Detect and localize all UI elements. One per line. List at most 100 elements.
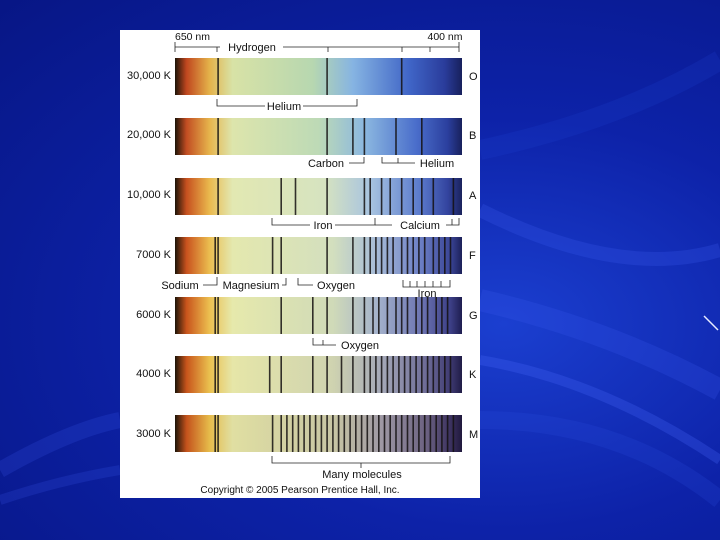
temperature-label: 30,000 K: [127, 70, 172, 82]
temperature-label: 6000 K: [136, 309, 172, 321]
absorption-line: [303, 415, 305, 452]
absorption-line: [412, 415, 414, 452]
spectrum-strip: [175, 356, 462, 393]
absorption-line: [214, 415, 216, 452]
spectrum-row-A: 10,000 K A: [127, 178, 477, 215]
annotation-many-molecules: Many molecules: [322, 469, 402, 481]
spectral-class-label: K: [469, 369, 477, 381]
absorption-line: [312, 356, 314, 393]
absorption-line: [217, 58, 219, 95]
absorption-lines: [214, 415, 455, 452]
absorption-line: [403, 356, 406, 393]
absorption-line: [217, 356, 219, 393]
absorption-lines: [217, 58, 403, 95]
absorption-line: [392, 356, 394, 393]
spectra-diagram: 650 nm Hydrogen 400 nm 30,000 K O 20,000…: [127, 31, 478, 496]
label-hydrogen: Hydrogen: [228, 42, 276, 54]
spectral-class-label: O: [469, 71, 478, 83]
absorption-line: [435, 415, 437, 452]
absorption-line: [415, 297, 417, 334]
spectral-class-label: A: [469, 190, 477, 202]
absorption-line: [337, 415, 340, 452]
absorption-line: [383, 415, 386, 452]
absorption-line: [326, 297, 328, 334]
absorption-line: [352, 237, 354, 274]
absorption-line: [395, 297, 397, 334]
absorption-line: [380, 356, 383, 393]
absorption-line: [418, 415, 420, 452]
annotation-helium-b: Helium: [420, 158, 454, 170]
absorption-line: [349, 415, 351, 452]
absorption-line: [352, 118, 354, 155]
absorption-line: [366, 415, 369, 452]
annotation-iron-a: Iron: [314, 220, 333, 232]
absorption-line: [217, 297, 219, 334]
absorption-line: [438, 356, 440, 393]
absorption-line: [294, 178, 297, 215]
absorption-line: [271, 415, 274, 452]
absorption-line: [352, 297, 354, 334]
absorption-line: [400, 415, 403, 452]
absorption-line: [372, 297, 374, 334]
absorption-line: [326, 415, 328, 452]
spectrum-row-B: 20,000 K B: [127, 118, 476, 155]
absorption-line: [326, 118, 328, 155]
absorption-line: [421, 297, 423, 334]
copyright-notice: Copyright © 2005 Pearson Prentice Hall, …: [200, 485, 399, 496]
spectrum-row-G: 6000 K G: [136, 297, 478, 334]
absorption-line: [217, 118, 219, 155]
absorption-line: [446, 415, 449, 452]
absorption-line: [400, 237, 403, 274]
absorption-line: [398, 356, 400, 393]
absorption-line: [326, 237, 328, 274]
absorption-line: [446, 297, 449, 334]
absorption-line: [268, 356, 271, 393]
absorption-line: [426, 356, 429, 393]
temperature-label: 4000 K: [136, 368, 172, 380]
temperature-label: 10,000 K: [127, 189, 172, 201]
stellar-spectra-figure: 650 nm Hydrogen 400 nm 30,000 K O 20,000…: [120, 30, 480, 498]
label-400nm: 400 nm: [427, 31, 462, 43]
spectral-class-label: B: [469, 130, 476, 142]
annotation-carbon: Carbon: [308, 158, 344, 170]
absorption-lines: [217, 118, 423, 155]
absorption-line: [406, 297, 409, 334]
absorption-line: [326, 178, 328, 215]
absorption-line: [280, 237, 282, 274]
absorption-line: [438, 237, 440, 274]
absorption-line: [389, 415, 391, 452]
absorption-line: [332, 415, 334, 452]
absorption-line: [435, 297, 437, 334]
absorption-line: [326, 356, 328, 393]
absorption-line: [378, 415, 380, 452]
label-650nm: 650 nm: [175, 31, 210, 43]
absorption-line: [363, 118, 366, 155]
absorption-line: [363, 237, 366, 274]
annotation-oxygen-g: Oxygen: [341, 340, 379, 352]
absorption-line: [286, 415, 288, 452]
absorption-line: [363, 297, 366, 334]
absorption-line: [297, 415, 300, 452]
spectrum-strip: [175, 58, 462, 95]
absorption-line: [280, 356, 282, 393]
absorption-lines: [214, 237, 452, 274]
absorption-lines: [217, 178, 455, 215]
absorption-line: [418, 237, 420, 274]
absorption-line: [400, 178, 403, 215]
absorption-line: [441, 415, 443, 452]
absorption-line: [421, 178, 423, 215]
absorption-line: [432, 178, 435, 215]
absorption-line: [406, 415, 409, 452]
absorption-line: [217, 415, 219, 452]
absorption-line: [314, 415, 317, 452]
absorption-line: [271, 237, 274, 274]
absorption-line: [369, 356, 371, 393]
absorption-line: [340, 356, 343, 393]
annotation-iron-f: Iron: [418, 288, 437, 300]
absorption-line: [412, 178, 414, 215]
spectrum-row-K: 4000 K K: [136, 356, 477, 393]
absorption-line: [360, 415, 363, 452]
spectral-class-label: G: [469, 310, 478, 322]
absorption-line: [372, 415, 374, 452]
absorption-line: [389, 178, 391, 215]
